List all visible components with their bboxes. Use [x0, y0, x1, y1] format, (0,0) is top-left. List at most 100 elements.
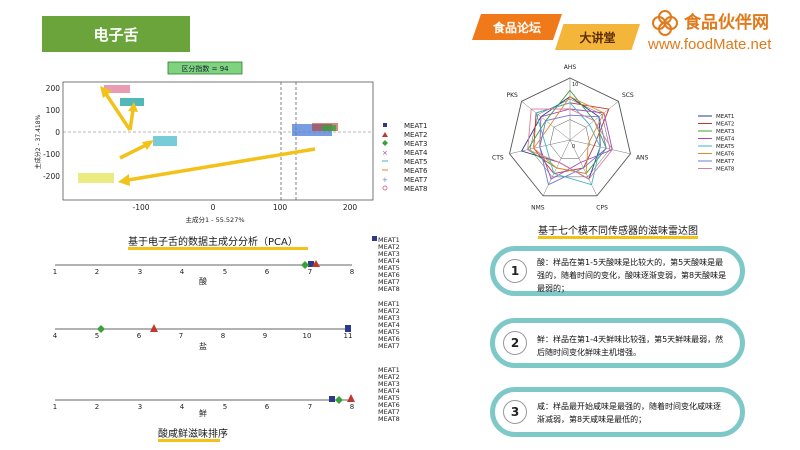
legend-label: MEAT8 [378, 285, 400, 293]
scale-marker [347, 394, 355, 402]
pca-x-tick: 200 [343, 203, 358, 212]
pca-caption: 基于电子舌的数据主成分分析（PCA） [128, 237, 298, 248]
legend-label: MEAT6 [404, 167, 428, 175]
legend-label: MEAT2 [378, 307, 400, 315]
legend-marker-meat1 [372, 236, 377, 241]
finding-card-3: 3 咸：样品最开始咸味是最强的，随着时间变化咸味逐渐减弱，第8天咸味是最低的； [490, 387, 745, 437]
finding-number: 1 [503, 259, 527, 283]
legend-label: MEAT5 [378, 394, 400, 402]
scale-marker [345, 325, 351, 332]
pca-y-tick: 100 [46, 106, 61, 115]
scale-tick: 8 [350, 403, 354, 411]
radar-series-8 [527, 108, 613, 180]
scale-marker [301, 261, 309, 269]
pca-clusters [78, 85, 338, 183]
scale-ticks: 4 5 6 7 8 9 10 11 [53, 332, 353, 340]
radar-series-2 [533, 102, 610, 175]
legend-label: MEAT5 [404, 158, 427, 166]
pca-y-tick: -200 [43, 172, 60, 181]
legend-label: MEAT4 [404, 149, 428, 157]
legend-label: MEAT4 [378, 387, 400, 395]
legend-label: MEAT6 [378, 401, 400, 409]
finding-text: 鲜：样品在第1-4天鲜味比较强，第5天鲜味最弱，然后随时间变化鲜味主机增强。 [537, 335, 724, 357]
legend-marker-meat4: × [382, 149, 388, 157]
brand-flower-icon [652, 10, 678, 36]
rank-caption: 酸咸鲜滋味排序 [158, 429, 228, 440]
legend-label: MEAT7 [378, 342, 400, 350]
cluster-meat8 [104, 85, 130, 93]
radar-legend-label: MEAT1 [716, 114, 734, 120]
scale-tick: 2 [95, 268, 99, 276]
legend-label: MEAT7 [378, 278, 400, 286]
radar-legend-label: MEAT8 [716, 167, 735, 173]
scale-tick: 10 [303, 332, 312, 340]
finding-text: 咸：样品最开始咸味是最强的，随着时间变化咸味逐渐减弱，第8天咸味是最低的； [537, 402, 721, 424]
pca-chart: 区分指数 = 94 200 100 0 -100 -200 -100 0 100… [34, 61, 428, 224]
scale-legend: MEAT1 MEAT2 MEAT3 MEAT4 MEAT5 MEAT6 MEAT… [378, 366, 400, 423]
radar-series-5 [535, 102, 601, 186]
brand-name-cn: 食品伙伴网 [684, 13, 769, 33]
pca-y-ticks: 200 100 0 -100 -200 [43, 84, 60, 181]
radar-legend-label: MEAT6 [716, 152, 735, 158]
legend-marker-meat1 [383, 123, 387, 127]
lecture-tag: 大讲堂 [555, 24, 640, 50]
forum-tag: 食品论坛 [472, 14, 562, 40]
scale-tick: 5 [95, 332, 99, 340]
scale-tick: 8 [221, 332, 225, 340]
rank-scale-umami: 1 2 3 4 5 6 7 8 鲜 MEAT1 MEAT2 MEAT3 MEAT… [53, 366, 400, 423]
legend-label: MEAT3 [378, 250, 400, 258]
scale-ticks: 1 2 3 4 5 6 7 8 [53, 268, 354, 276]
legend-marker-meat7: + [382, 176, 388, 184]
radar-tick: 10 [572, 82, 578, 88]
arrow-to-meat8 [104, 93, 132, 131]
brand-url: www.foodMate.net [648, 36, 772, 53]
scale-tick: 6 [137, 332, 142, 340]
legend-label: MEAT3 [404, 140, 427, 148]
radar-axis-label: ANS [636, 154, 649, 161]
radar-axis-label: SCS [622, 92, 634, 99]
scale-marker [97, 325, 105, 333]
legend-marker-meat3 [382, 140, 388, 146]
radar-legend-label: MEAT4 [716, 137, 735, 143]
radar-grid-ring [509, 77, 631, 197]
pca-badge: 区分指数 = 94 [181, 64, 229, 73]
pca-y-tick: 200 [46, 84, 61, 93]
scale-tick: 5 [223, 268, 227, 276]
legend-marker-meat8 [382, 185, 388, 191]
pca-x-label: 主成分1 - 55.527% [185, 215, 244, 224]
radar-axis-label: CTS [492, 154, 504, 161]
legend-label: MEAT7 [378, 408, 400, 416]
radar-grid-ring [549, 119, 591, 159]
radar-caption: 基于七个模不同传感器的滋味雷达图 [538, 226, 698, 237]
cluster-right-c [322, 125, 336, 131]
legend-label: MEAT5 [378, 328, 400, 336]
legend-label: MEAT5 [378, 264, 400, 272]
scale-tick: 5 [223, 403, 227, 411]
arrow-to-meat1 [128, 109, 135, 131]
legend-label: MEAT4 [378, 321, 400, 329]
pca-x-tick: 0 [211, 203, 216, 212]
radar-tick: 0 [572, 144, 575, 150]
arrow-head [128, 102, 138, 112]
scale-label: 酸 [199, 276, 207, 286]
pca-y-tick: 0 [55, 128, 60, 137]
scale-marker [308, 261, 314, 267]
legend-label: MEAT1 [378, 236, 400, 244]
pca-x-tick: 100 [273, 203, 288, 212]
legend-label: MEAT8 [378, 415, 400, 423]
arrow-to-meat3 [127, 147, 316, 182]
radar-series-7 [539, 114, 607, 186]
brand-logo[interactable]: 食品伙伴网 www.foodMate.net [648, 6, 796, 60]
finding-number: 3 [503, 400, 527, 424]
legend-label: MEAT2 [404, 131, 427, 139]
pca-legend: MEAT1 MEAT2 MEAT3 × MEAT4 MEAT5 MEAT6 + … [382, 122, 428, 193]
legend-label: MEAT2 [378, 373, 400, 381]
pca-badge-box [167, 61, 243, 75]
scale-tick: 1 [53, 268, 57, 276]
radar-axis-label: AHS [564, 64, 577, 71]
scale-tick: 6 [265, 403, 270, 411]
legend-label: MEAT3 [378, 314, 400, 322]
scale-label: 盐 [199, 341, 207, 351]
legend-label: MEAT6 [378, 271, 400, 279]
